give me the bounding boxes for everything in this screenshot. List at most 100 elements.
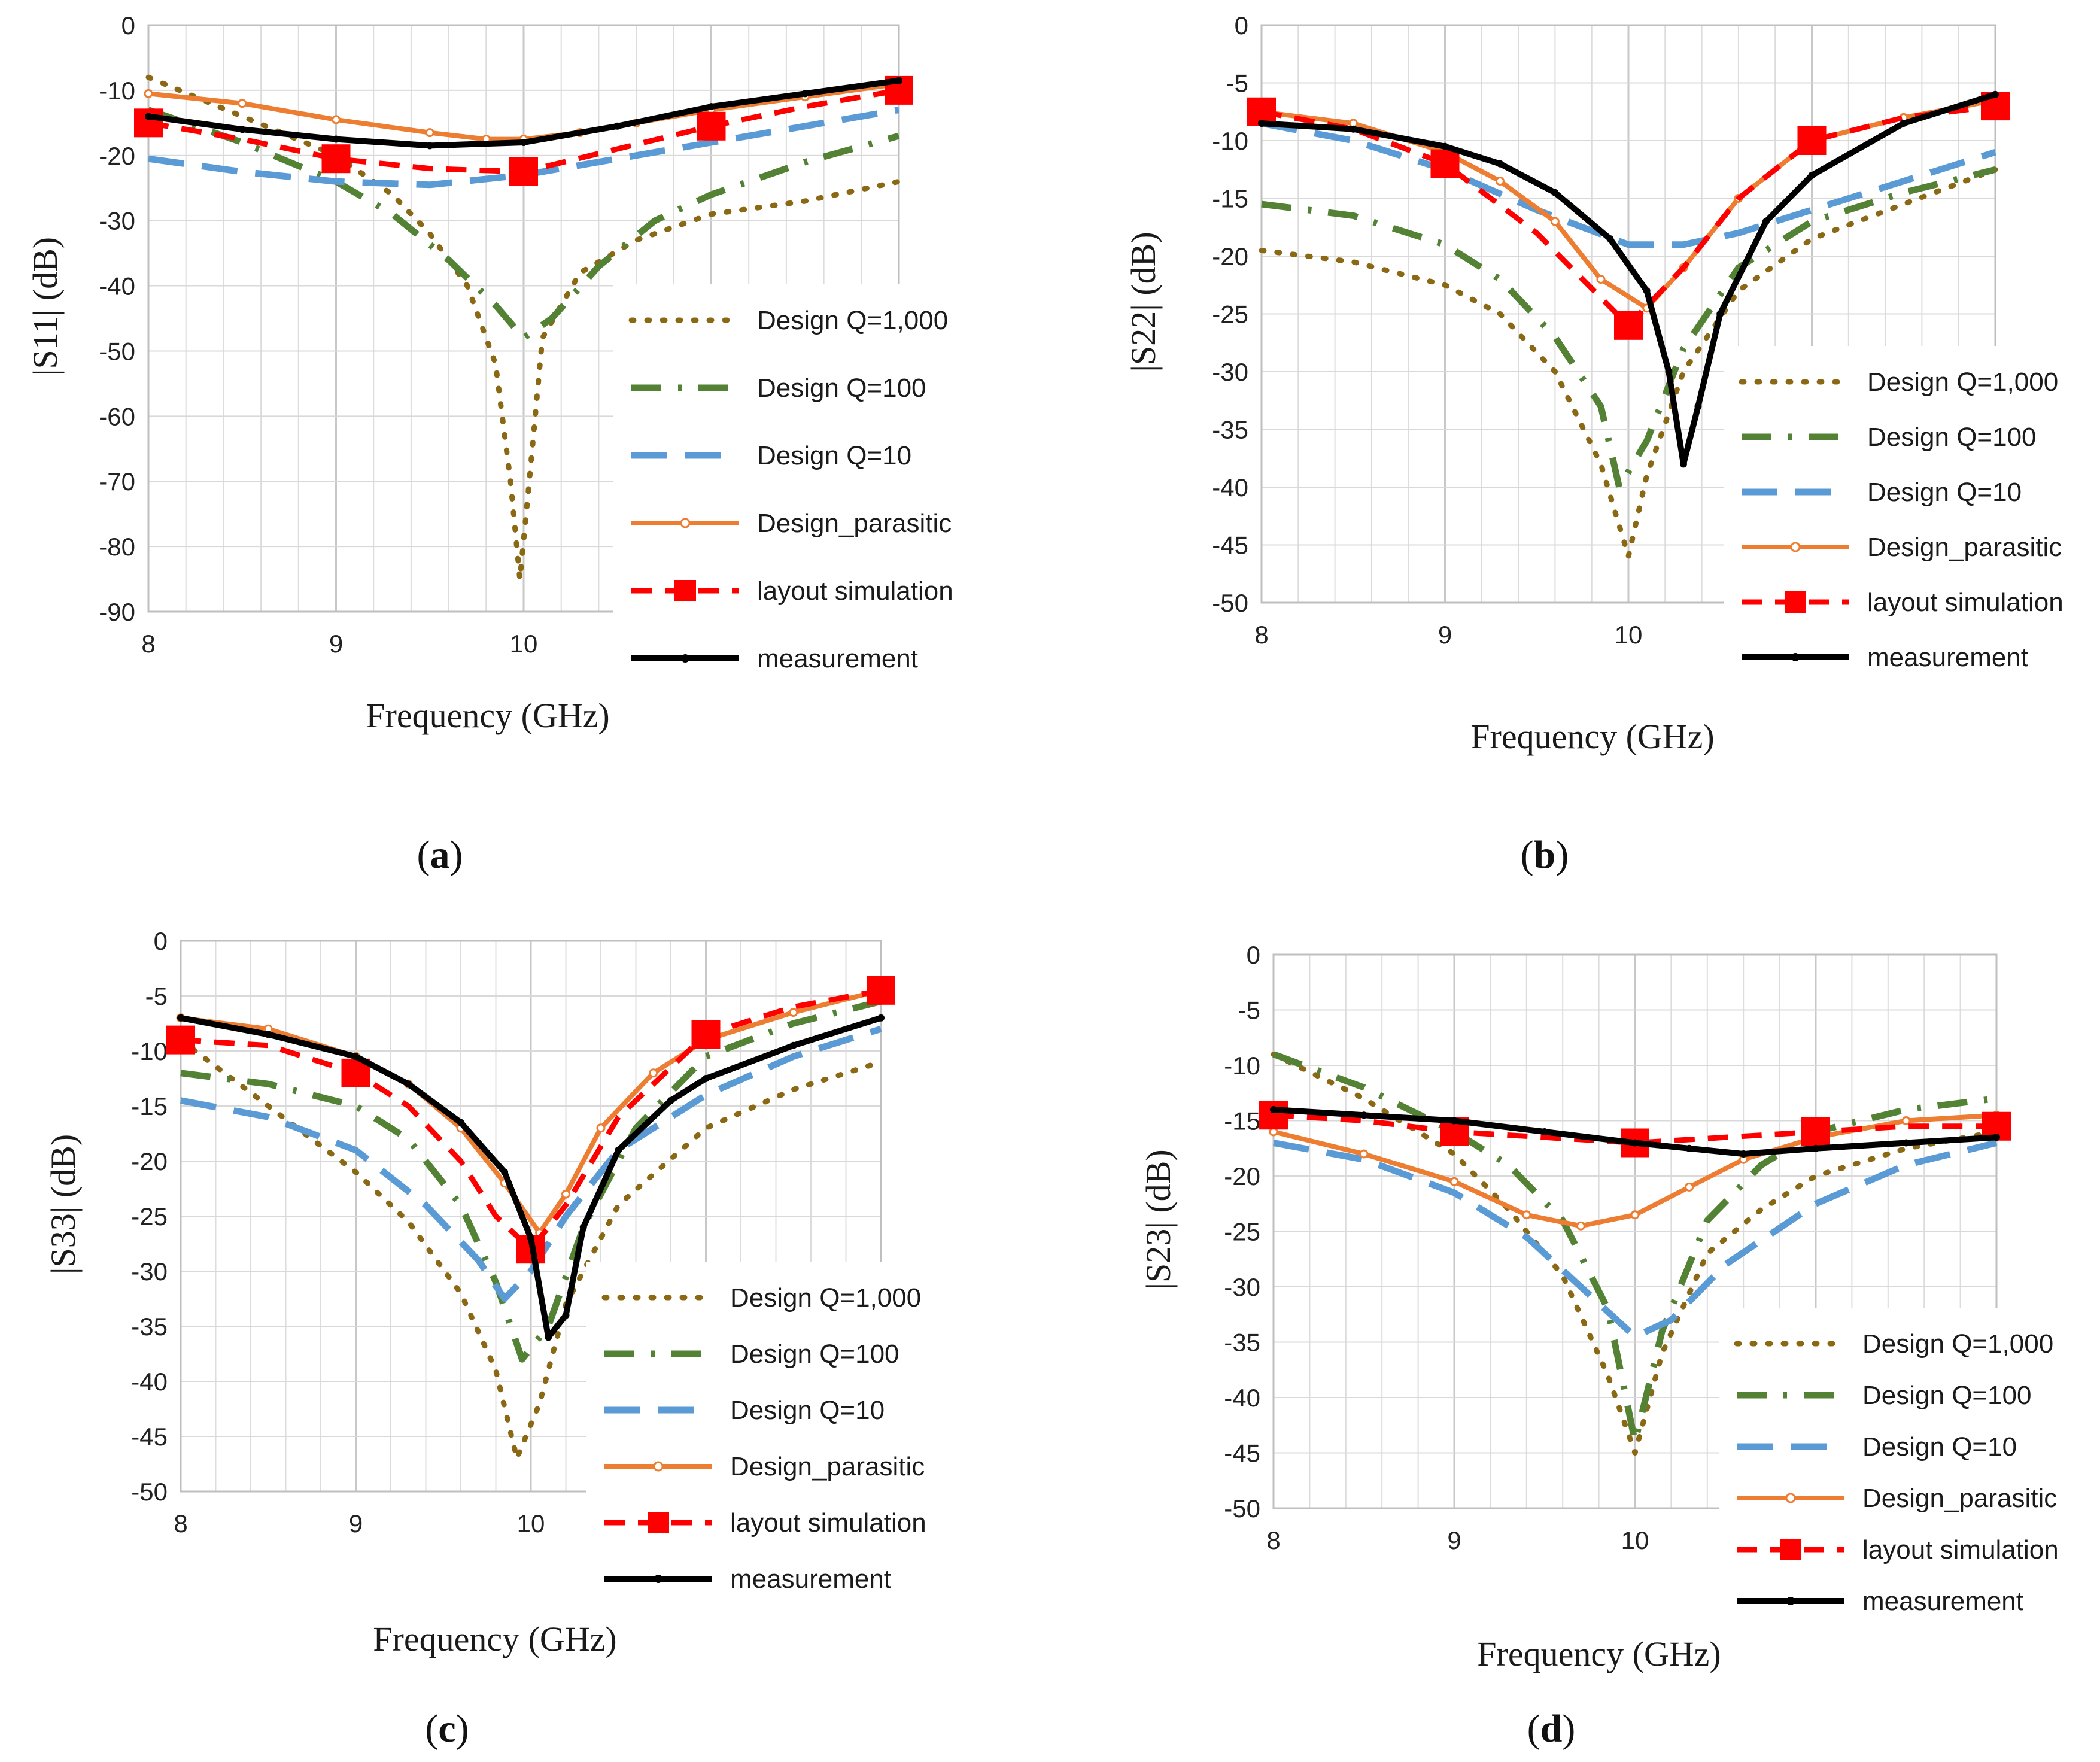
data-point-marker	[613, 122, 621, 130]
data-point-marker	[1441, 142, 1449, 150]
data-point-marker	[1522, 1210, 1531, 1220]
y-tick-label: 0	[121, 11, 135, 40]
data-point-marker	[405, 1080, 412, 1088]
data-point-marker	[1495, 177, 1505, 186]
data-point-marker	[265, 1031, 272, 1038]
y-tick-label: -45	[1212, 531, 1248, 560]
data-point-marker	[1496, 160, 1504, 168]
y-tick-label: 0	[154, 927, 168, 955]
series-line-layout-simulation	[1273, 1112, 1996, 1146]
y-axis-title: |S11| (dB)	[26, 237, 65, 376]
data-point-marker	[238, 99, 247, 108]
legend-label: Design_parasitic	[1867, 533, 2062, 562]
legend: Design Q=1,000 Design Q=100 Design Q=10 Des…	[1724, 346, 2063, 688]
y-tick-label: 0	[1247, 941, 1260, 969]
x-tick-label: 10	[1621, 1526, 1649, 1554]
series-line-design-q-1-000	[178, 1037, 884, 1462]
legend-label: measurement	[1862, 1587, 2023, 1616]
series-line-design-q-100	[180, 998, 882, 1363]
series-group	[166, 976, 895, 1462]
legend-marker	[1780, 1539, 1801, 1560]
x-tick-label: 9	[349, 1509, 363, 1538]
legend-label: Design Q=10	[1867, 478, 2022, 507]
data-point-marker	[509, 157, 538, 186]
y-tick-label: -30	[1212, 358, 1248, 386]
series-line-design-q-10	[180, 1025, 882, 1302]
data-point-marker	[562, 1311, 570, 1319]
series-group	[1259, 1051, 2011, 1456]
data-point-marker	[457, 1119, 464, 1126]
panel-label-open-paren: (	[1527, 1707, 1540, 1751]
data-point-marker	[867, 976, 895, 1005]
panel-label-letter: d	[1540, 1707, 1563, 1751]
data-point-marker	[177, 1014, 184, 1022]
series-line-design-q-100	[147, 107, 900, 342]
y-tick-label: -90	[99, 598, 135, 626]
legend-marker	[1785, 1493, 1796, 1503]
panel-label-letter: c	[438, 1707, 455, 1751]
x-tick-label: 9	[1438, 621, 1452, 649]
data-point-marker	[1993, 1134, 2000, 1141]
data-point-marker	[1903, 1139, 1910, 1147]
data-point-marker	[702, 1075, 710, 1082]
y-tick-label: -5	[145, 982, 168, 1010]
y-tick-label: -45	[1224, 1439, 1260, 1468]
data-point-marker	[1740, 1150, 1748, 1158]
y-tick-label: -45	[131, 1423, 168, 1451]
data-point-marker	[1614, 311, 1643, 340]
y-tick-label: -30	[99, 207, 135, 235]
data-point-marker	[1576, 1221, 1585, 1231]
panel-label-close-paren: )	[450, 833, 463, 877]
data-point-marker	[691, 1020, 721, 1049]
data-point-marker	[1901, 1116, 1911, 1125]
legend-marker	[1785, 591, 1806, 613]
panel-label-letter: b	[1534, 833, 1556, 877]
data-point-marker	[1992, 90, 1999, 98]
data-point-marker	[425, 128, 434, 138]
legend-label: Design Q=100	[1867, 423, 2037, 452]
y-tick-label: -10	[99, 77, 135, 105]
data-point-marker	[1797, 126, 1827, 155]
legend-marker	[674, 580, 696, 601]
panel-label-close-paren: )	[1562, 1707, 1575, 1751]
data-point-marker	[1630, 1210, 1640, 1220]
x-tick-label: 10	[510, 630, 538, 658]
y-tick-label: -10	[1224, 1052, 1260, 1080]
series-group	[134, 74, 913, 582]
data-point-marker	[1808, 171, 1816, 179]
y-tick-label: -35	[131, 1313, 168, 1341]
y-tick-label: -40	[99, 272, 135, 300]
legend-background	[586, 1262, 922, 1611]
data-point-marker	[1694, 402, 1702, 410]
data-point-marker	[561, 1189, 570, 1199]
x-tick-label: 9	[329, 630, 343, 658]
data-point-marker	[877, 1014, 885, 1022]
x-tick-label: 8	[1266, 1526, 1280, 1554]
data-point-marker	[527, 1234, 534, 1242]
data-point-marker	[1900, 120, 1907, 127]
x-axis-title: Frequency (GHz)	[1477, 1635, 1721, 1673]
data-point-marker	[1430, 149, 1460, 178]
legend-label: Design Q=100	[757, 373, 926, 403]
data-point-marker	[579, 1223, 587, 1231]
panel-label-open-paren: (	[1521, 833, 1534, 877]
x-axis-title: Frequency (GHz)	[366, 696, 609, 735]
legend-label: Design Q=10	[757, 441, 911, 470]
data-point-marker	[801, 90, 809, 98]
y-axis-title: |S23| (dB)	[1139, 1149, 1178, 1289]
series-line-design-q-10	[1273, 1140, 1998, 1340]
legend-label: Design Q=10	[1862, 1432, 2017, 1462]
data-point-marker	[1258, 120, 1265, 127]
data-point-marker	[1551, 189, 1559, 196]
y-tick-label: -25	[131, 1202, 168, 1231]
data-point-marker	[1449, 1177, 1459, 1186]
x-tick-label: 10	[517, 1509, 545, 1538]
y-tick-label: -25	[1212, 300, 1248, 329]
y-axis-title: |S22| (dB)	[1124, 232, 1163, 372]
y-tick-label: -50	[131, 1478, 168, 1506]
panel-label-letter: a	[430, 833, 450, 877]
series-line-design-q-1-000	[145, 74, 902, 582]
data-point-marker	[707, 103, 715, 111]
data-point-marker	[649, 1068, 658, 1078]
